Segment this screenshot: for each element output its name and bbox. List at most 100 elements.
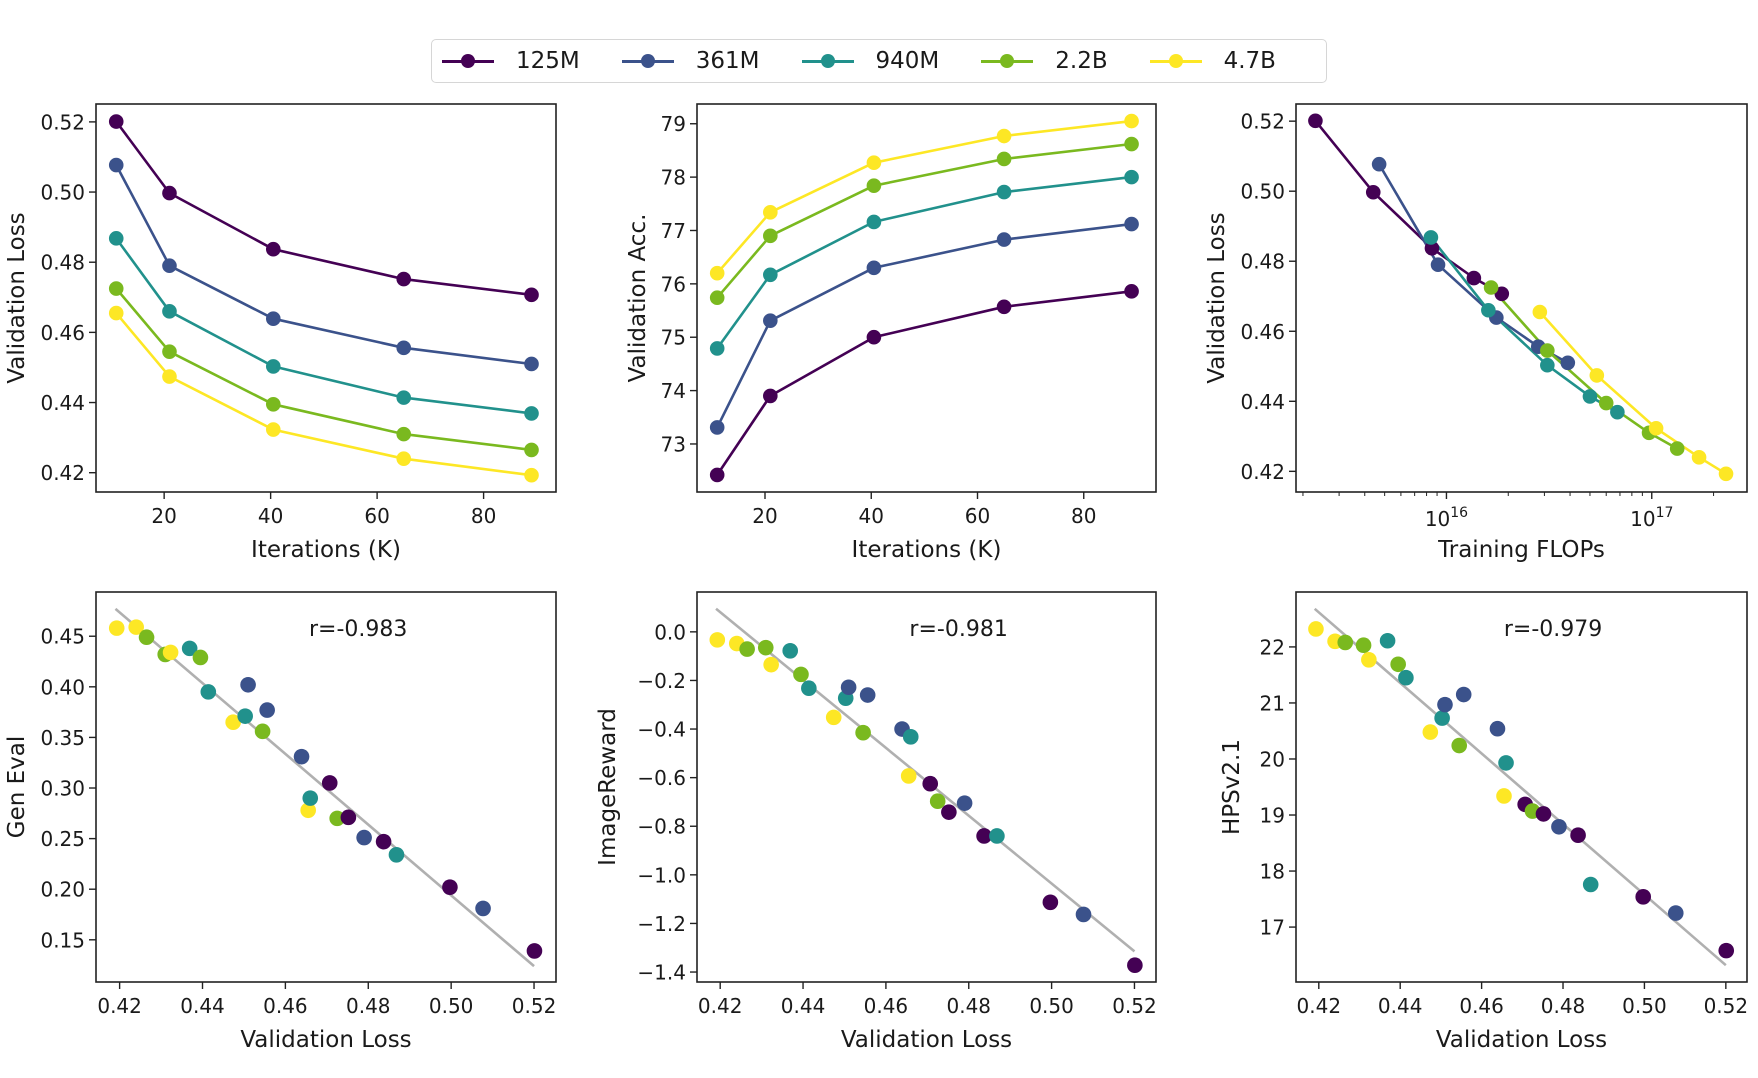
data-point-4.7B [108,305,124,321]
legend-item: 125M [442,49,580,73]
x-axis-label: Validation Loss [841,1027,1012,1053]
data-point-125M [396,271,412,287]
data-point-125M [1042,894,1059,911]
data-point-361M [840,679,857,696]
data-point-4.7B [396,451,412,466]
y-tick-label: 0.20 [40,878,85,902]
y-tick-label: 78 [661,166,686,190]
data-point-940M [1540,357,1555,373]
x-tick-label: 40 [258,504,283,528]
data-point-2.2B [1669,441,1685,456]
y-tick-label: 18 [1260,860,1285,884]
x-tick-label: 0.52 [1704,994,1749,1018]
x-tick-label: 0.46 [263,994,308,1018]
y-axis-label: Gen Eval [4,736,30,839]
y-tick-label: 0.48 [1240,250,1285,274]
data-point-125M [1535,806,1552,822]
plot-area [1308,607,1735,967]
x-tick-label: 20 [151,504,176,528]
plot-area [709,113,1139,483]
data-point-940M [996,184,1012,200]
data-point-2.2B [192,649,209,666]
data-point-125M [1365,184,1381,200]
data-point-361M [259,702,275,718]
data-point-940M [902,729,919,745]
data-point-361M [1489,720,1506,737]
series-line-125M [1314,119,1503,295]
x-tick-label: 0.50 [1622,994,1667,1018]
data-point-940M [1610,404,1625,420]
x-tick-label: 0.48 [946,994,991,1018]
y-tick-label: 0.52 [40,110,85,134]
y-tick-label: 76 [661,272,686,296]
data-point-361M [1455,686,1472,703]
series-line-940M [115,237,532,415]
data-point-4.7B [162,644,179,661]
data-point-4.7B [709,632,726,648]
data-point-125M [265,241,281,257]
data-point-940M [1398,669,1414,686]
data-point-4.7B [225,714,241,731]
data-point-2.2B [1540,343,1555,358]
x-tick-label: 0.52 [1112,994,1157,1018]
data-point-940M [162,304,177,319]
data-point-361M [1371,156,1387,172]
y-tick-label: 0.50 [1240,180,1285,204]
y-axis-label: Validation Loss [4,212,30,383]
y-tick-label: 0.40 [40,675,85,699]
data-point-4.7B [1718,466,1734,482]
data-point-125M [321,775,338,791]
axes-frame [696,103,1157,493]
data-point-940M [1379,632,1396,649]
data-point-361M [240,676,256,693]
data-point-125M [763,388,778,404]
chart-geneval-vs-loss: 0.15 0.20 0.25 0.30 0.35 0.40 0.45 0.42 0.44 0.46… [4,591,557,1053]
axes-frame [1295,103,1748,493]
data-point-940M [1582,876,1599,893]
chart-acc-vs-iter: 73 74 75 76 77 78 79 20 40 60 80 Iterations (K) Vali… [625,103,1157,563]
y-tick-label: 74 [661,379,686,403]
data-point-361M [265,311,281,326]
data-point-125M [1466,270,1482,286]
data-point-2.2B [329,810,345,827]
x-tick-label: 0.50 [429,994,474,1018]
y-tick-label: 0.35 [40,726,85,750]
data-point-125M [941,804,957,820]
axes-frame [1295,591,1748,983]
data-point-125M [976,828,992,844]
y-tick-label: 0.45 [40,625,85,649]
data-point-940M [302,790,319,806]
data-point-125M [1494,286,1510,302]
data-point-4.7B [265,422,281,437]
y-axis-label: Validation Loss [1204,212,1230,383]
legend-label: 2.2B [1055,47,1108,74]
data-point-4.7B [763,656,779,673]
data-point-2.2B [1337,634,1354,651]
data-point-4.7B [1124,113,1139,129]
data-point-361M [1667,905,1684,921]
data-point-361M [1430,257,1446,273]
data-point-361M [1075,906,1092,923]
y-axis-label: HPSv2.1 [1219,739,1245,835]
series-line-125M [115,120,532,297]
x-axis-label: Iterations (K) [852,537,1002,563]
y-tick-label: 0.46 [1240,320,1285,344]
data-point-361M [396,340,412,356]
data-point-4.7B [1691,450,1707,465]
chart-loss-vs-iter: 0.42 0.44 0.46 0.48 0.50 0.52 20 40 60 80 Iteratio… [4,103,557,563]
x-tick-label: 0.52 [512,994,557,1018]
y-tick-label: −1.0 [637,863,686,887]
data-point-361M [1551,818,1567,835]
data-point-2.2B [996,151,1012,167]
data-point-125M [1424,240,1440,256]
x-tick-label: 20 [752,504,777,528]
data-point-4.7B [162,369,177,384]
data-point-125M [524,287,539,303]
data-point-940M [989,828,1005,844]
data-point-125M [442,879,458,895]
data-point-940M [1124,169,1139,185]
y-tick-label: 0.30 [40,777,85,801]
data-point-2.2B [929,793,946,810]
plot-area [108,607,543,968]
y-tick-label: 0.42 [40,461,85,485]
